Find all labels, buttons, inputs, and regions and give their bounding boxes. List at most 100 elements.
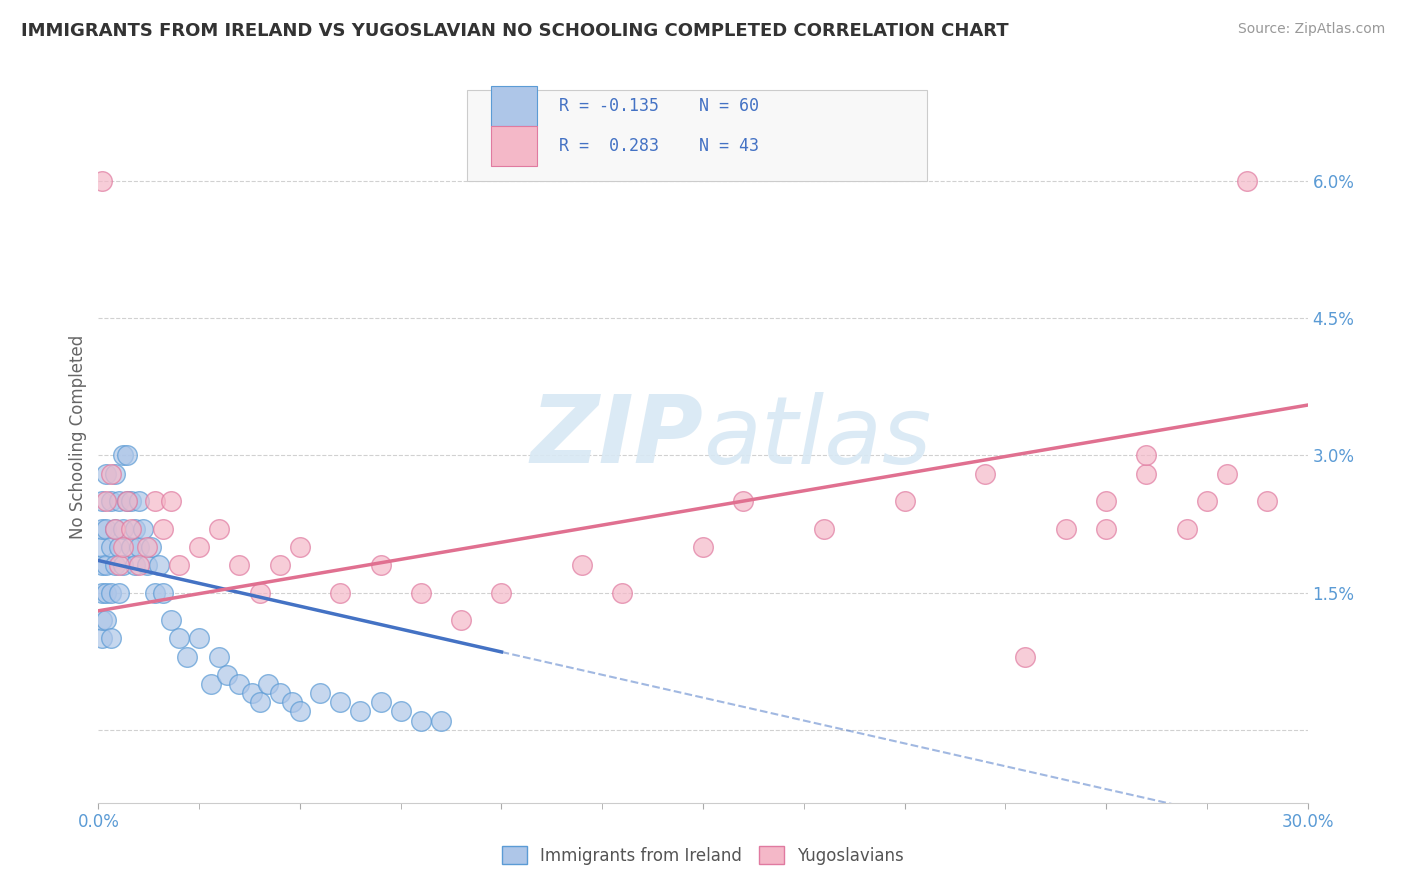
Point — [91, 585, 114, 599]
Point — [96, 521, 118, 535]
Point — [107, 558, 129, 573]
Point — [120, 521, 142, 535]
Point — [120, 494, 142, 508]
Point — [96, 613, 118, 627]
Point — [217, 667, 239, 681]
Point — [160, 494, 183, 508]
Point — [228, 677, 250, 691]
Point — [208, 649, 231, 664]
FancyBboxPatch shape — [467, 90, 927, 181]
Point — [91, 494, 114, 508]
Point — [349, 705, 371, 719]
Point — [111, 540, 134, 554]
Point — [143, 494, 166, 508]
Point — [1195, 494, 1218, 508]
Point — [128, 558, 150, 573]
Point — [139, 540, 162, 554]
Point — [124, 521, 146, 535]
Point — [329, 585, 352, 599]
Point — [1095, 494, 1118, 508]
Point — [103, 467, 125, 481]
Point — [1135, 448, 1157, 462]
Bar — [492, 87, 537, 127]
Point — [249, 585, 271, 599]
Point — [288, 540, 311, 554]
Point — [128, 540, 150, 554]
Point — [107, 494, 129, 508]
Point — [240, 686, 263, 700]
Point — [269, 686, 291, 700]
Point — [96, 558, 118, 573]
Point — [1095, 521, 1118, 535]
Point — [103, 521, 125, 535]
Point — [370, 695, 392, 709]
Point — [733, 494, 755, 508]
Point — [103, 521, 125, 535]
Point — [120, 540, 142, 554]
Point — [111, 448, 134, 462]
Point — [409, 585, 432, 599]
Point — [91, 632, 114, 646]
Point — [208, 521, 231, 535]
Point — [96, 467, 118, 481]
Point — [571, 558, 593, 573]
Point — [91, 174, 114, 188]
Point — [96, 585, 118, 599]
Point — [100, 585, 122, 599]
Point — [256, 677, 278, 691]
Point — [309, 686, 332, 700]
Point — [124, 558, 146, 573]
Point — [281, 695, 304, 709]
Point — [1256, 494, 1278, 508]
Point — [692, 540, 714, 554]
Point — [1135, 467, 1157, 481]
Point — [167, 558, 190, 573]
Point — [100, 540, 122, 554]
Point — [893, 494, 915, 508]
Point — [152, 585, 174, 599]
Point — [176, 649, 198, 664]
Point — [813, 521, 835, 535]
Point — [612, 585, 634, 599]
Bar — [492, 126, 537, 166]
Point — [409, 714, 432, 728]
Point — [249, 695, 271, 709]
Point — [160, 613, 183, 627]
Text: Source: ZipAtlas.com: Source: ZipAtlas.com — [1237, 22, 1385, 37]
Point — [389, 705, 412, 719]
Point — [1014, 649, 1036, 664]
Point — [1175, 521, 1198, 535]
Point — [1236, 174, 1258, 188]
Legend: Immigrants from Ireland, Yugoslavians: Immigrants from Ireland, Yugoslavians — [495, 839, 911, 871]
Point — [103, 558, 125, 573]
Text: IMMIGRANTS FROM IRELAND VS YUGOSLAVIAN NO SCHOOLING COMPLETED CORRELATION CHART: IMMIGRANTS FROM IRELAND VS YUGOSLAVIAN N… — [21, 22, 1008, 40]
Point — [200, 677, 222, 691]
Point — [107, 540, 129, 554]
Point — [974, 467, 997, 481]
Point — [370, 558, 392, 573]
Point — [135, 558, 157, 573]
Point — [96, 494, 118, 508]
Point — [1216, 467, 1239, 481]
Point — [143, 585, 166, 599]
Point — [100, 467, 122, 481]
Point — [132, 521, 155, 535]
Point — [148, 558, 170, 573]
Point — [430, 714, 453, 728]
Point — [491, 585, 513, 599]
Point — [167, 632, 190, 646]
Point — [188, 632, 211, 646]
Point — [100, 494, 122, 508]
Text: R =  0.283    N = 43: R = 0.283 N = 43 — [560, 136, 759, 155]
Point — [152, 521, 174, 535]
Point — [91, 540, 114, 554]
Point — [91, 613, 114, 627]
Text: atlas: atlas — [703, 392, 931, 483]
Point — [115, 448, 138, 462]
Text: ZIP: ZIP — [530, 391, 703, 483]
Point — [228, 558, 250, 573]
Y-axis label: No Schooling Completed: No Schooling Completed — [69, 335, 87, 539]
Point — [100, 632, 122, 646]
Point — [288, 705, 311, 719]
Point — [1054, 521, 1077, 535]
